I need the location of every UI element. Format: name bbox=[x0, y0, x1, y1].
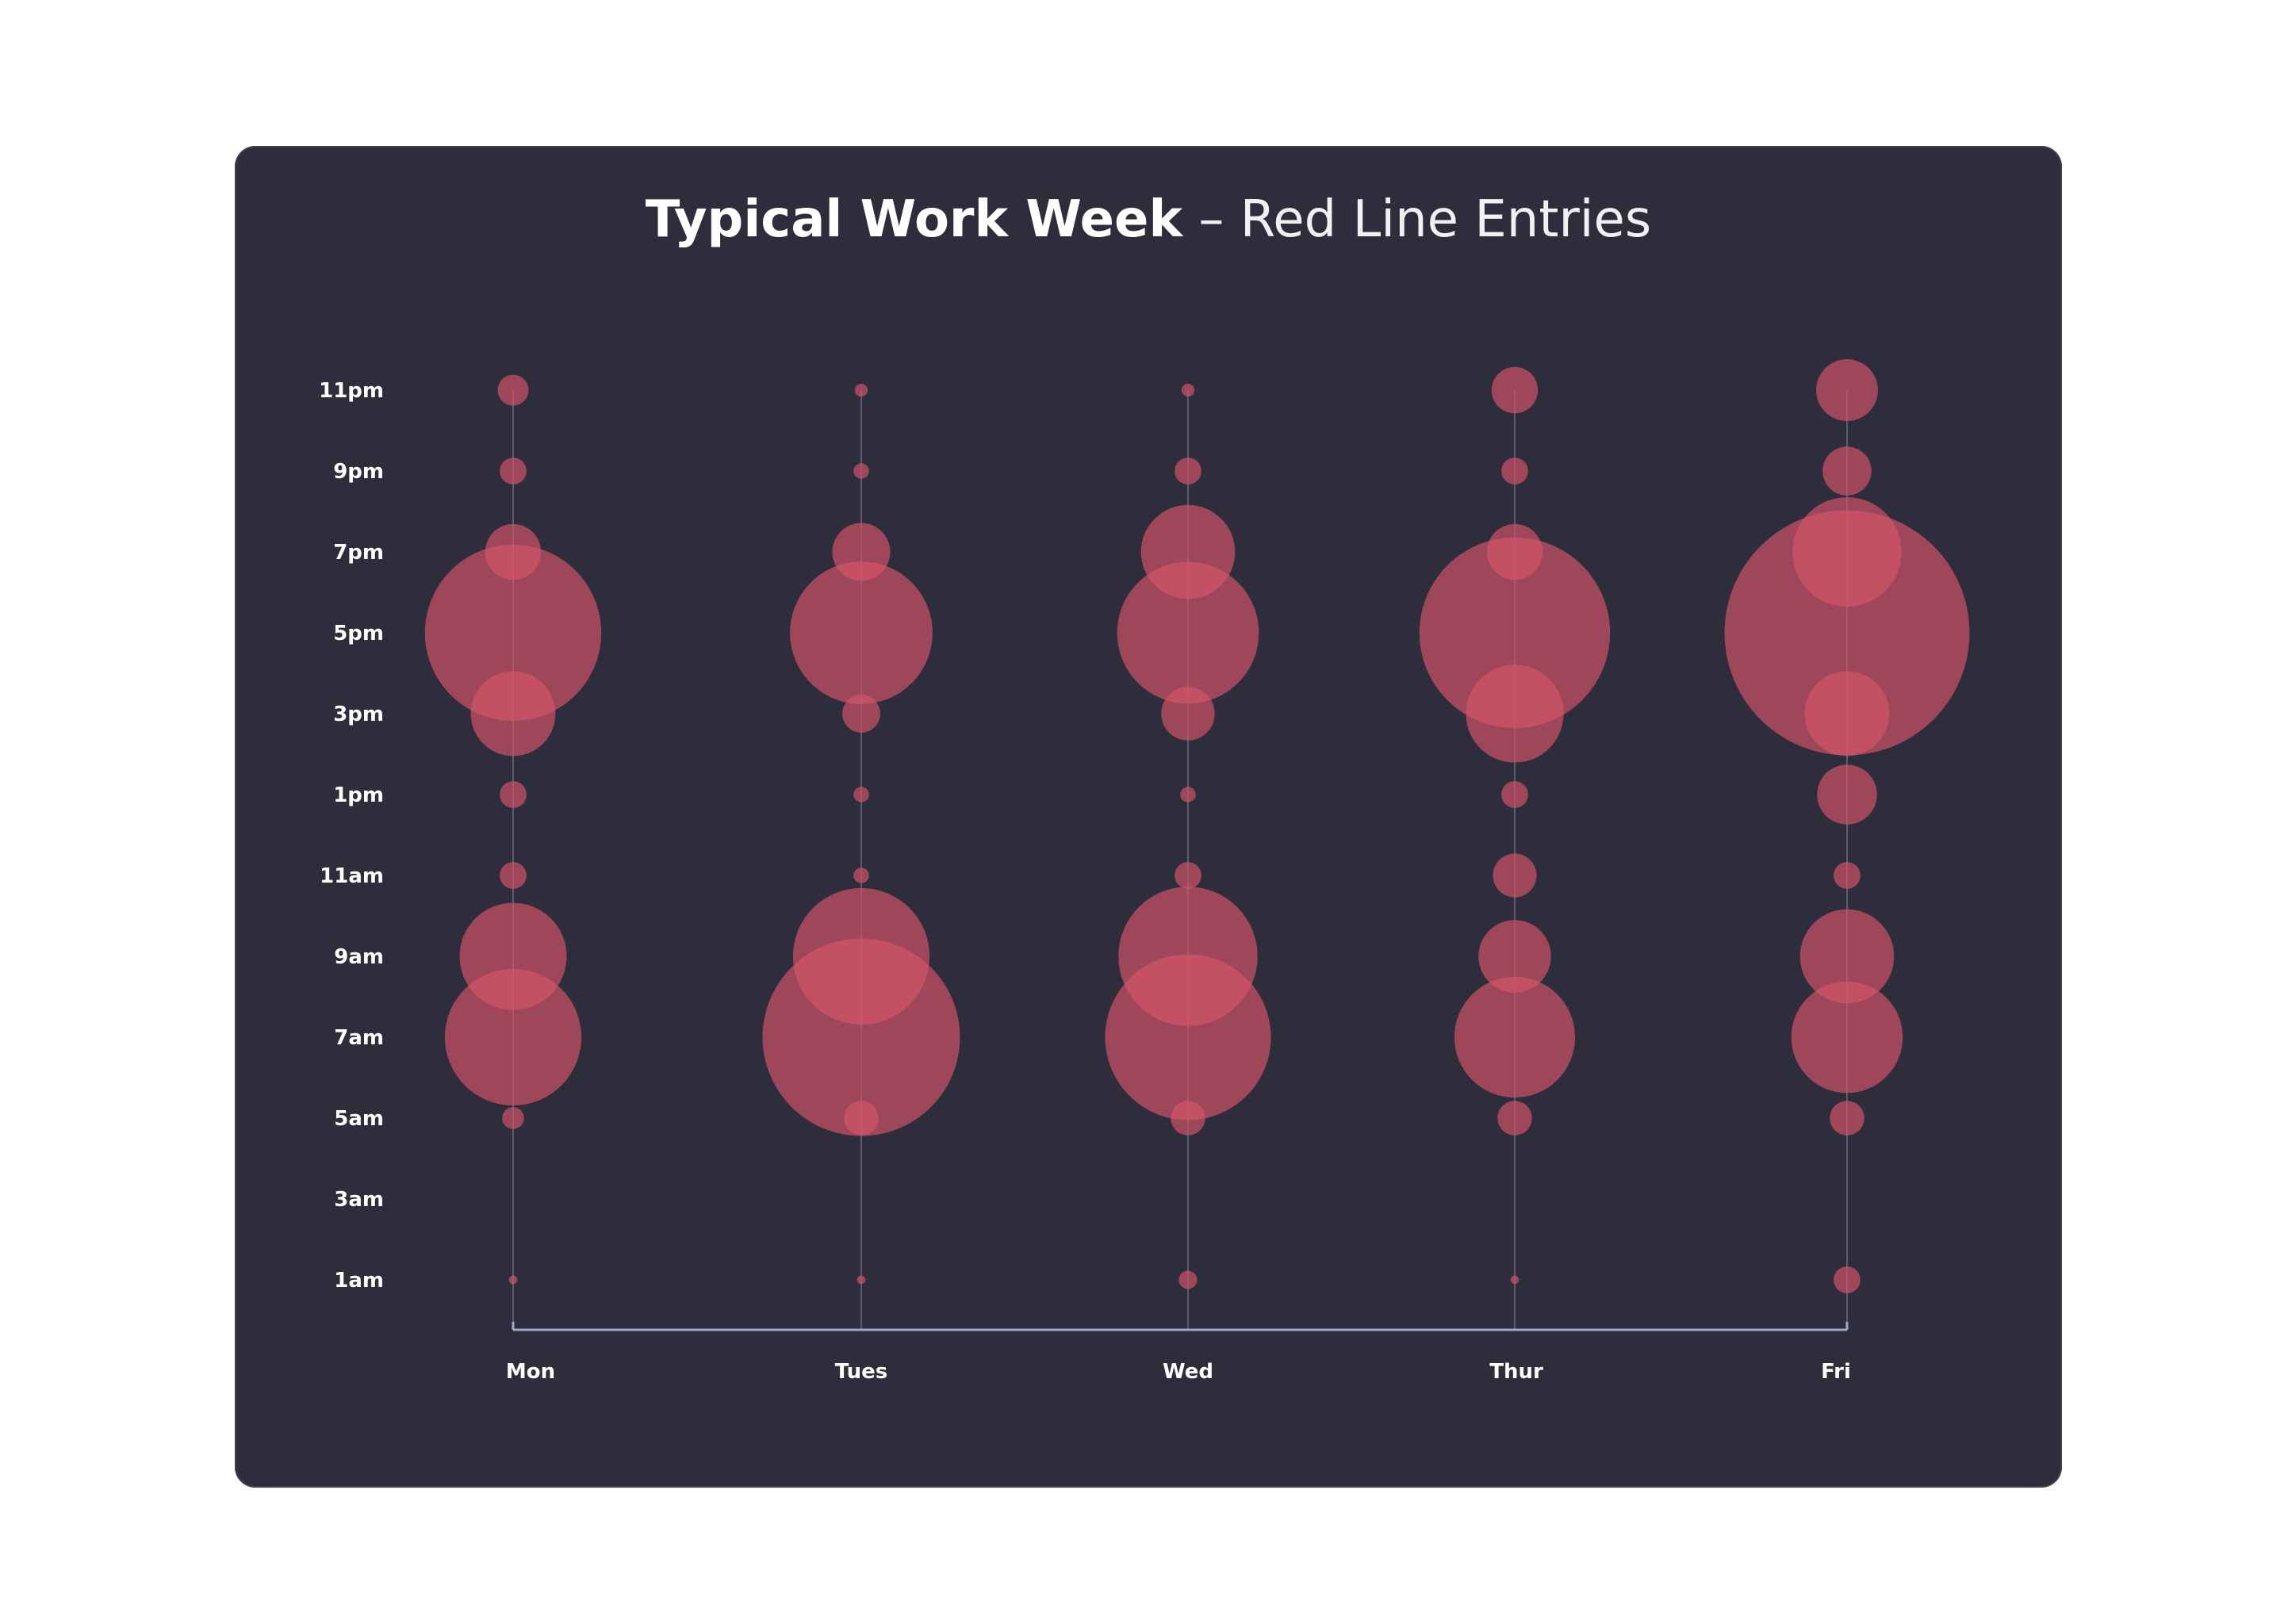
chart-title-bold: Typical Work Week bbox=[645, 190, 1182, 249]
bubble bbox=[1486, 523, 1543, 580]
bubble bbox=[854, 383, 868, 397]
bubble bbox=[853, 868, 869, 883]
bubble bbox=[1140, 504, 1236, 599]
bubble bbox=[1117, 561, 1259, 704]
bubble bbox=[1816, 359, 1878, 421]
bubble bbox=[790, 561, 933, 704]
bubble bbox=[502, 1107, 524, 1129]
x-tick-label: Fri bbox=[1821, 1360, 1851, 1384]
y-tick-label: 9am bbox=[334, 945, 384, 969]
y-tick-label: 7pm bbox=[333, 541, 384, 565]
bubble bbox=[1501, 458, 1528, 485]
bubble bbox=[832, 523, 891, 581]
y-tick-label: 5pm bbox=[333, 622, 384, 645]
bubble bbox=[508, 1275, 518, 1285]
y-tick-label: 3pm bbox=[333, 703, 384, 726]
bubble bbox=[853, 787, 869, 802]
bubble bbox=[1493, 853, 1537, 898]
bubble bbox=[1830, 1101, 1864, 1136]
chart-title: Typical Work Week – Red Line Entries bbox=[235, 184, 2062, 255]
y-tick-label: 11pm bbox=[319, 379, 384, 403]
y-tick-label: 7am bbox=[334, 1026, 384, 1050]
bubble bbox=[1822, 446, 1872, 496]
bubble bbox=[1175, 458, 1201, 485]
y-tick-label: 9pm bbox=[333, 460, 384, 484]
bubble bbox=[792, 887, 930, 1025]
x-tick-label: Mon bbox=[506, 1360, 555, 1384]
bubble bbox=[1724, 510, 1970, 756]
bubble bbox=[1454, 976, 1576, 1098]
bubble bbox=[842, 695, 880, 733]
bubble bbox=[500, 862, 527, 889]
bubble bbox=[1817, 764, 1877, 825]
x-tick-label: Thur bbox=[1489, 1360, 1543, 1384]
bubble bbox=[424, 544, 602, 722]
bubble bbox=[1497, 1101, 1532, 1136]
bubble bbox=[1501, 781, 1528, 808]
bubble bbox=[1791, 981, 1903, 1094]
bubble bbox=[1175, 862, 1201, 889]
x-tick-label: Wed bbox=[1163, 1360, 1213, 1384]
y-tick-label: 1pm bbox=[333, 783, 384, 807]
bubble bbox=[1799, 909, 1895, 1004]
bubble bbox=[856, 1275, 866, 1285]
bubble bbox=[1180, 787, 1196, 802]
bubble bbox=[1419, 537, 1611, 729]
bubble bbox=[1510, 1275, 1519, 1285]
x-tick-label: Tues bbox=[835, 1360, 888, 1384]
y-tick-label: 1am bbox=[334, 1269, 384, 1293]
bubble bbox=[1178, 1270, 1198, 1289]
chart-title-rest: – Red Line Entries bbox=[1182, 190, 1652, 249]
bubble bbox=[1792, 497, 1902, 607]
chart-card bbox=[235, 146, 2062, 1488]
bubble bbox=[1118, 887, 1258, 1026]
y-tick-label: 3am bbox=[334, 1188, 384, 1212]
bubble bbox=[1181, 383, 1195, 397]
bubble bbox=[444, 968, 582, 1106]
y-tick-label: 5am bbox=[334, 1107, 384, 1131]
bubble bbox=[1834, 1266, 1861, 1293]
bubble bbox=[1491, 366, 1539, 414]
y-tick-label: 11am bbox=[320, 864, 384, 888]
bubble bbox=[500, 781, 527, 808]
bubble bbox=[485, 523, 542, 580]
bubble bbox=[459, 902, 567, 1010]
bubble bbox=[497, 374, 529, 406]
bubble bbox=[853, 463, 869, 479]
bubble bbox=[1478, 920, 1551, 993]
bubble bbox=[500, 458, 527, 485]
bubble bbox=[1834, 862, 1861, 889]
